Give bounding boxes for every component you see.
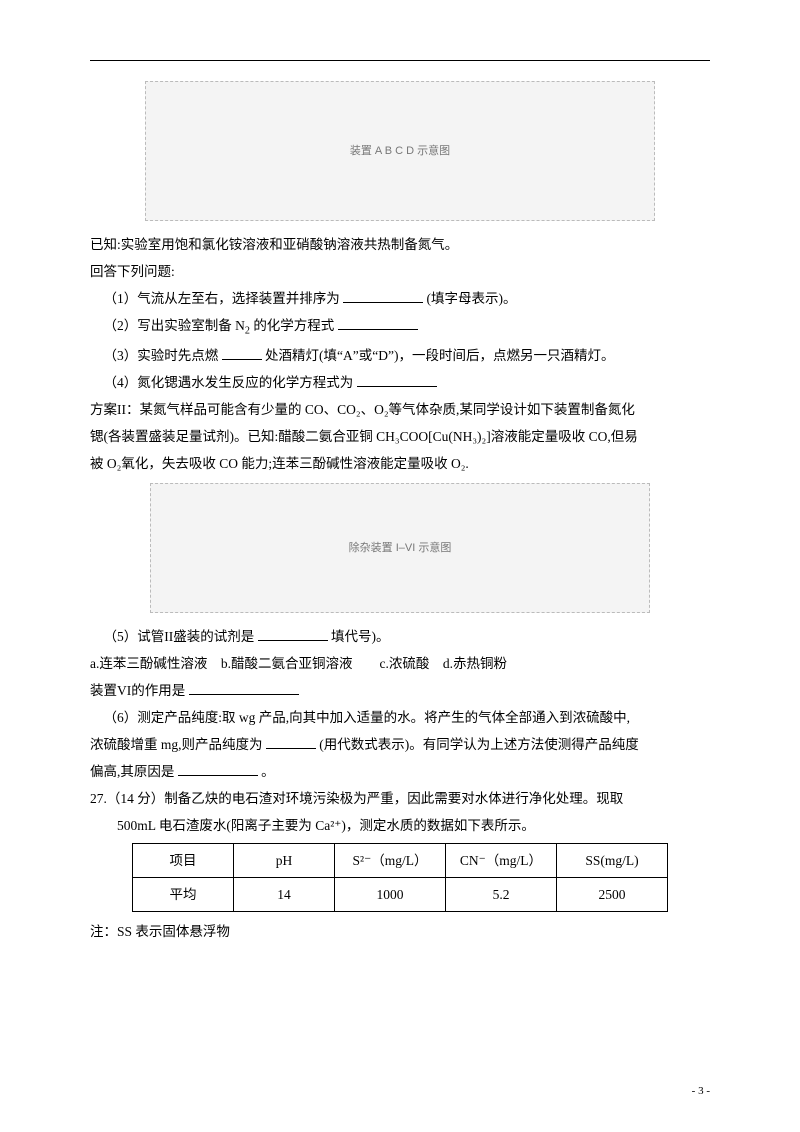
q3-text-a: （3）实验时先点燃 bbox=[104, 348, 219, 363]
plan2-line2: 锶(各装置盛装足量试剂)。已知:醋酸二氨合亚铜 CH₃COO[Cu(NH₃)₂]… bbox=[90, 423, 710, 450]
plan2-line1: 方案II：某氮气样品可能含有少量的 CO、CO₂、O₂等气体杂质,某同学设计如下… bbox=[90, 396, 710, 423]
q5-options: a.连苯三酚碱性溶液 b.醋酸二氨合亚铜溶液 c.浓硫酸 d.赤热铜粉 bbox=[90, 650, 710, 677]
th-0: 项目 bbox=[133, 843, 234, 877]
page: 装置 A B C D 示意图 已知:实验室用饱和氯化铵溶液和亚硝酸钠溶液共热制备… bbox=[0, 0, 800, 1132]
water-quality-table: 项目 pH S²⁻（mg/L） CN⁻（mg/L） SS(mg/L) 平均 14… bbox=[132, 843, 668, 912]
q6-text-e: 。 bbox=[261, 764, 275, 779]
top-rule bbox=[90, 60, 710, 61]
q4-text-a: （4）氮化锶遇水发生反应的化学方程式为 bbox=[104, 375, 354, 390]
th-4: SS(mg/L) bbox=[557, 843, 668, 877]
td-0: 平均 bbox=[133, 877, 234, 911]
q27-line1: 27.（14 分）制备乙炔的电石渣对环境污染极为严重，因此需要对水体进行净化处理… bbox=[90, 785, 710, 812]
figure-placeholder-label: 装置 A B C D 示意图 bbox=[350, 140, 450, 162]
th-1: pH bbox=[234, 843, 335, 877]
table-row: 平均 14 1000 5.2 2500 bbox=[133, 877, 668, 911]
q6-blank1[interactable] bbox=[266, 733, 316, 749]
q6-line2: 浓硫酸增重 mg,则产品纯度为 (用代数式表示)。有同学认为上述方法使测得产品纯… bbox=[90, 731, 710, 758]
plan2-line3: 被 O₂氧化，失去吸收 CO 能力;连苯三酚碱性溶液能定量吸收 O₂. bbox=[90, 450, 710, 477]
q6-text-c: (用代数式表示)。有同学认为上述方法使测得产品纯度 bbox=[319, 737, 639, 752]
page-number: - 3 - bbox=[692, 1080, 710, 1102]
q27-line2: 500mL 电石渣废水(阳离子主要为 Ca²⁺)，测定水质的数据如下表所示。 bbox=[90, 812, 710, 839]
figure-apparatus-i-vi: 除杂装置 I–VI 示意图 bbox=[150, 483, 650, 613]
th-3: CN⁻（mg/L） bbox=[446, 843, 557, 877]
q5-text-b: 填代号)。 bbox=[331, 629, 390, 644]
q3: （3）实验时先点燃 处酒精灯(填“A”或“D”)，一段时间后，点燃另一只酒精灯。 bbox=[90, 342, 710, 369]
figure-apparatus-abcd: 装置 A B C D 示意图 bbox=[145, 81, 655, 221]
q5-c: 装置VI的作用是 bbox=[90, 677, 710, 704]
q6-line1: （6）测定产品纯度:取 wg 产品,向其中加入适量的水。将产生的气体全部通入到浓… bbox=[90, 704, 710, 731]
td-2: 1000 bbox=[335, 877, 446, 911]
th-2: S²⁻（mg/L） bbox=[335, 843, 446, 877]
q5-c-text: 装置VI的作用是 bbox=[90, 683, 185, 698]
q6-text-d: 偏高,其原因是 bbox=[90, 764, 174, 779]
q1: （1）气流从左至右，选择装置并排序为 (填字母表示)。 bbox=[90, 285, 710, 312]
q3-blank[interactable] bbox=[222, 344, 262, 360]
q2-text-b: 的化学方程式 bbox=[253, 318, 334, 333]
q3-text-b: 处酒精灯(填“A”或“D”)，一段时间后，点燃另一只酒精灯。 bbox=[265, 348, 614, 363]
answer-prompt: 回答下列问题: bbox=[90, 258, 710, 285]
q5-blank[interactable] bbox=[258, 625, 328, 641]
q1-blank[interactable] bbox=[343, 287, 423, 303]
q4: （4）氮化锶遇水发生反应的化学方程式为 bbox=[90, 369, 710, 396]
q5-text-a: （5）试管II盛装的试剂是 bbox=[104, 629, 255, 644]
q1-text-b: (填字母表示)。 bbox=[427, 291, 517, 306]
figure-placeholder-label-2: 除杂装置 I–VI 示意图 bbox=[349, 537, 452, 559]
q2-blank[interactable] bbox=[338, 314, 418, 330]
td-4: 2500 bbox=[557, 877, 668, 911]
q6-blank2[interactable] bbox=[178, 760, 258, 776]
td-3: 5.2 bbox=[446, 877, 557, 911]
table-header-row: 项目 pH S²⁻（mg/L） CN⁻（mg/L） SS(mg/L) bbox=[133, 843, 668, 877]
known-line: 已知:实验室用饱和氯化铵溶液和亚硝酸钠溶液共热制备氮气。 bbox=[90, 231, 710, 258]
q6-text-b: 浓硫酸增重 mg,则产品纯度为 bbox=[90, 737, 263, 752]
q2-text-a: （2）写出实验室制备 N bbox=[104, 318, 245, 333]
q5: （5）试管II盛装的试剂是 填代号)。 bbox=[90, 623, 710, 650]
note: 注：SS 表示固体悬浮物 bbox=[90, 918, 710, 945]
q5-c-blank[interactable] bbox=[189, 679, 299, 695]
q6-line3: 偏高,其原因是 。 bbox=[90, 758, 710, 785]
q1-text-a: （1）气流从左至右，选择装置并排序为 bbox=[104, 291, 340, 306]
q2: （2）写出实验室制备 N2 的化学方程式 bbox=[90, 312, 710, 342]
td-1: 14 bbox=[234, 877, 335, 911]
q4-blank[interactable] bbox=[357, 371, 437, 387]
